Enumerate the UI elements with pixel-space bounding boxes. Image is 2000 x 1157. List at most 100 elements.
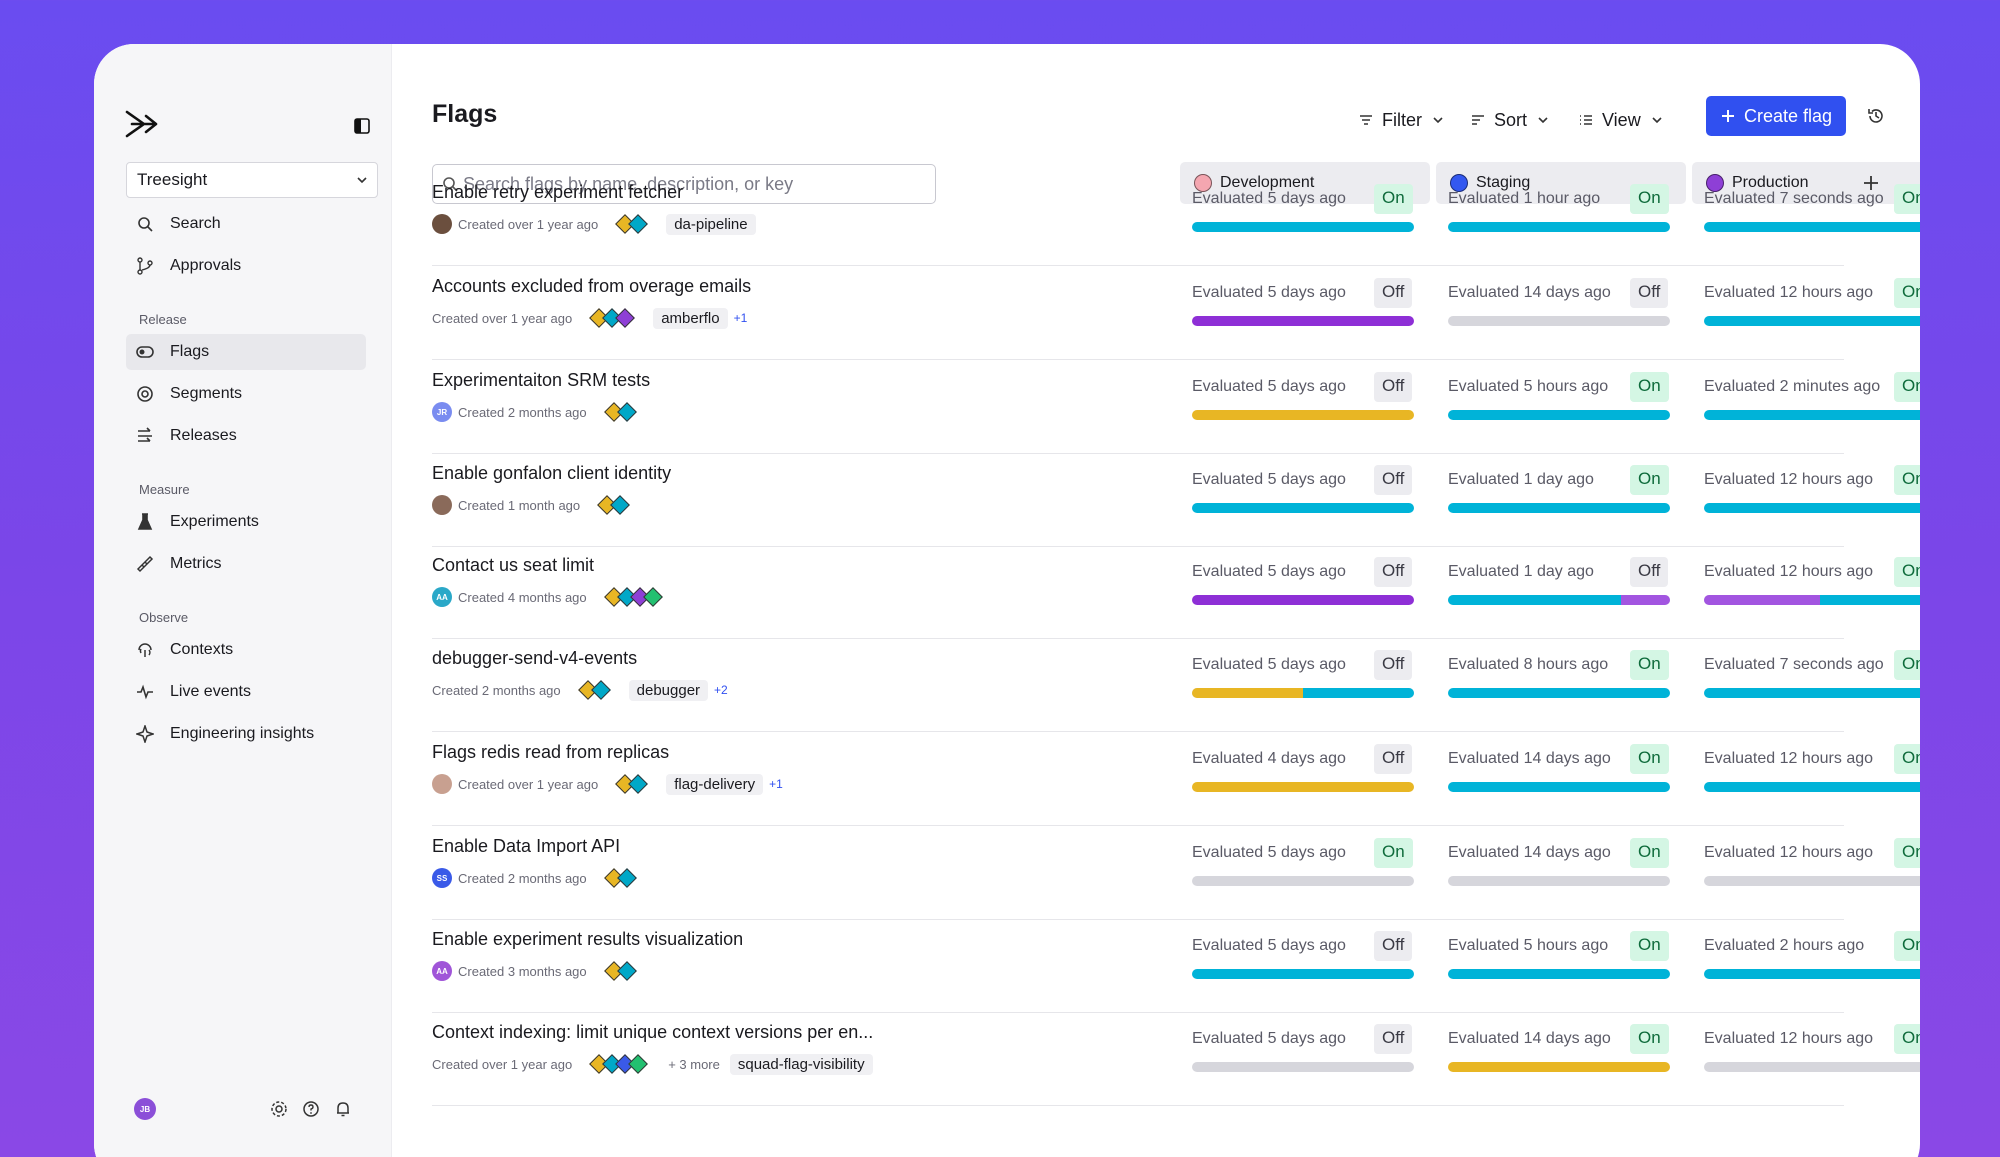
logo-arrow-icon[interactable] [124, 106, 160, 142]
flag-name[interactable]: Contact us seat limit [432, 555, 595, 575]
env-cell-production[interactable]: Evaluated 12 hours ago On [1704, 836, 1920, 896]
flag-state-badge[interactable]: Off [1374, 931, 1413, 961]
project-select[interactable]: Treesight [126, 162, 378, 198]
flag-state-badge[interactable]: On [1374, 838, 1413, 868]
flag-row[interactable]: Enable gonfalon client identity Created 1… [432, 455, 1920, 547]
flag-tag[interactable]: squad-flag-visibility [729, 1053, 873, 1075]
flag-state-badge[interactable]: On [1894, 931, 1920, 961]
sidebar-item-flags[interactable]: Flags [126, 334, 366, 370]
creator-avatar[interactable]: JR [432, 402, 452, 422]
sidebar-item-search[interactable]: Search [126, 206, 366, 242]
sidebar-item-segments[interactable]: Segments [126, 376, 366, 412]
create-flag-button[interactable]: Create flag [1706, 96, 1846, 136]
flag-state-badge[interactable]: On [1630, 744, 1669, 774]
notifications-bell-icon[interactable] [334, 1100, 352, 1118]
sidebar-item-metrics[interactable]: Metrics [126, 546, 366, 582]
flag-state-badge[interactable]: On [1894, 838, 1920, 868]
flag-name[interactable]: Accounts excluded from overage emails [432, 276, 752, 296]
flag-row[interactable]: Enable Data Import API SS Created 2 months… [432, 828, 1920, 920]
flag-state-badge[interactable]: On [1894, 557, 1920, 587]
env-cell-development[interactable]: Evaluated 5 days ago Off [1192, 463, 1414, 523]
env-header-production[interactable]: Production [1692, 162, 1920, 204]
flag-state-badge[interactable]: On [1374, 184, 1413, 214]
flag-state-badge[interactable]: On [1894, 184, 1920, 214]
env-cell-development[interactable]: Evaluated 5 days ago Off [1192, 276, 1414, 336]
flag-state-badge[interactable]: On [1630, 184, 1669, 214]
env-cell-staging[interactable]: Evaluated 14 days ago Off [1448, 276, 1670, 336]
env-cell-staging[interactable]: Evaluated 5 hours ago On [1448, 370, 1670, 430]
flag-name[interactable]: Enable gonfalon client identity [432, 463, 672, 483]
env-cell-staging[interactable]: Evaluated 14 days ago On [1448, 1022, 1670, 1082]
env-cell-production[interactable]: Evaluated 7 seconds ago On [1704, 648, 1920, 708]
flag-tag[interactable]: da-pipeline [666, 213, 756, 235]
flag-row[interactable]: Enable retry experiment fetcher Created o… [432, 174, 1920, 266]
env-cell-staging[interactable]: Evaluated 1 day ago Off [1448, 555, 1670, 615]
creator-avatar[interactable]: SS [432, 868, 452, 888]
flag-state-badge[interactable]: On [1630, 838, 1669, 868]
add-environment-plus-icon[interactable] [1862, 174, 1880, 192]
creator-avatar[interactable] [432, 495, 452, 515]
sidebar-item-approvals[interactable]: Approvals [126, 248, 366, 284]
flag-state-badge[interactable]: Off [1374, 278, 1413, 308]
flag-row[interactable]: Contact us seat limit AA Created 4 months … [432, 547, 1920, 639]
flag-state-badge[interactable]: On [1894, 465, 1920, 495]
env-cell-production[interactable]: Evaluated 2 hours ago On [1704, 929, 1920, 989]
env-cell-staging[interactable]: Evaluated 14 days ago On [1448, 742, 1670, 802]
flag-state-badge[interactable]: Off [1374, 557, 1413, 587]
flag-name[interactable]: Enable Data Import API [432, 836, 621, 856]
env-cell-staging[interactable]: Evaluated 1 hour ago On [1448, 182, 1670, 242]
flag-state-badge[interactable]: On [1894, 1024, 1920, 1054]
flag-row[interactable]: Enable experiment results visualization A… [432, 921, 1920, 1013]
flag-state-badge[interactable]: On [1630, 372, 1669, 402]
env-cell-development[interactable]: Evaluated 5 days ago Off [1192, 648, 1414, 708]
flag-state-badge[interactable]: Off [1374, 465, 1413, 495]
flag-state-badge[interactable]: Off [1374, 650, 1413, 680]
env-cell-development[interactable]: Evaluated 4 days ago Off [1192, 742, 1414, 802]
creator-avatar[interactable]: AA [432, 961, 452, 981]
env-cell-staging[interactable]: Evaluated 14 days ago On [1448, 836, 1670, 896]
env-cell-development[interactable]: Evaluated 5 days ago Off [1192, 370, 1414, 430]
env-cell-staging[interactable]: Evaluated 8 hours ago On [1448, 648, 1670, 708]
flag-state-badge[interactable]: On [1894, 744, 1920, 774]
env-cell-production[interactable]: Evaluated 12 hours ago On [1704, 742, 1920, 802]
env-cell-staging[interactable]: Evaluated 1 day ago On [1448, 463, 1670, 523]
flag-row[interactable]: Experimentaiton SRM tests JR Created 2 mon… [432, 362, 1920, 454]
view-button[interactable]: View [1578, 102, 1665, 138]
flag-state-badge[interactable]: On [1630, 931, 1669, 961]
more-variations[interactable]: + 3 more [668, 1056, 720, 1072]
env-cell-production[interactable]: Evaluated 12 hours ago On [1704, 555, 1920, 615]
sidebar-item-live-events[interactable]: Live events [126, 674, 366, 710]
flag-state-badge[interactable]: On [1630, 1024, 1669, 1054]
sidebar-collapse-icon[interactable] [354, 118, 370, 134]
env-cell-development[interactable]: Evaluated 5 days ago Off [1192, 555, 1414, 615]
flag-state-badge[interactable]: On [1894, 650, 1920, 680]
creator-avatar[interactable]: AA [432, 587, 452, 607]
flag-state-badge[interactable]: On [1894, 278, 1920, 308]
flag-name[interactable]: Context indexing: limit unique context v… [432, 1022, 874, 1042]
more-tags-count[interactable]: +1 [769, 777, 783, 791]
env-cell-development[interactable]: Evaluated 5 days ago Off [1192, 929, 1414, 989]
search-input[interactable] [432, 164, 936, 204]
flag-name[interactable]: Enable retry experiment fetcher [432, 182, 684, 202]
flag-state-badge[interactable]: On [1630, 465, 1669, 495]
flag-name[interactable]: debugger-send-v4-events [432, 648, 638, 668]
flag-state-badge[interactable]: On [1894, 372, 1920, 402]
creator-avatar[interactable] [432, 214, 452, 234]
sidebar-item-releases[interactable]: Releases [126, 418, 366, 454]
env-cell-staging[interactable]: Evaluated 5 hours ago On [1448, 929, 1670, 989]
env-cell-production[interactable]: Evaluated 12 hours ago On [1704, 276, 1920, 336]
flag-row[interactable]: Flags redis read from replicas Created ov… [432, 734, 1920, 826]
flag-row[interactable]: debugger-send-v4-events Created 2 months … [432, 640, 1920, 732]
env-cell-development[interactable]: Evaluated 5 days ago On [1192, 182, 1414, 242]
flag-state-badge[interactable]: On [1630, 650, 1669, 680]
flag-tag[interactable]: amberflo [653, 307, 728, 329]
flag-state-badge[interactable]: Off [1374, 1024, 1413, 1054]
creator-avatar[interactable] [432, 774, 452, 794]
user-avatar[interactable]: JB [134, 1098, 156, 1120]
filter-button[interactable]: Filter [1358, 102, 1446, 138]
flag-state-badge[interactable]: Off [1630, 557, 1669, 587]
env-cell-development[interactable]: Evaluated 5 days ago Off [1192, 1022, 1414, 1082]
settings-gear-icon[interactable] [270, 1100, 288, 1118]
help-icon[interactable] [302, 1100, 320, 1118]
history-icon[interactable] [1866, 106, 1886, 126]
